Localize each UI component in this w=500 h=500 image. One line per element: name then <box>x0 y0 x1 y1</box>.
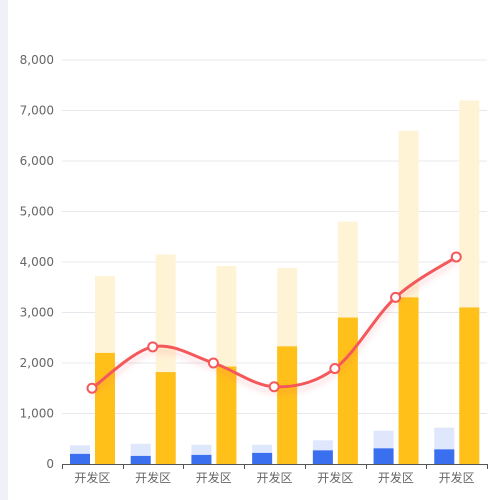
bar-blue <box>191 454 212 464</box>
bar-blue <box>70 453 90 464</box>
x-axis-ticks: 开发区 开发区 开发区 开发区 开发区 开发区 开发区 <box>74 470 474 485</box>
y-tick-label: 4,000 <box>20 255 54 269</box>
y-tick-label: 7,000 <box>20 104 54 118</box>
line-point <box>329 363 341 375</box>
x-tick-label: 开发区 <box>439 470 475 485</box>
y-tick-label: 0 <box>46 457 54 471</box>
line-point <box>390 291 402 303</box>
bar-yellow <box>337 317 358 464</box>
x-tick-label: 开发区 <box>74 470 110 485</box>
line-point <box>268 381 280 393</box>
line-point <box>86 382 98 394</box>
x-tick-label: 开发区 <box>196 470 232 485</box>
bar-yellow <box>398 297 419 464</box>
bar-blue <box>130 455 151 464</box>
line-point <box>147 341 159 353</box>
line-point <box>450 251 462 263</box>
bar-blue <box>312 450 333 464</box>
x-tick-label: 开发区 <box>378 470 414 485</box>
bar-yellow <box>95 352 115 464</box>
bar-blue <box>252 452 273 464</box>
line-series <box>86 251 462 394</box>
bar-yellow <box>155 372 176 464</box>
bars <box>70 100 480 465</box>
bar-blue <box>373 448 394 464</box>
x-tick-label: 开发区 <box>135 470 171 485</box>
y-axis-ticks: 0 1,000 2,000 3,000 4,000 5,000 6,000 7,000 8,00… <box>20 53 54 471</box>
y-tick-label: 2,000 <box>20 356 54 370</box>
left-rail <box>0 0 8 500</box>
y-tick-label: 8,000 <box>20 53 54 67</box>
x-axis <box>62 464 488 469</box>
x-tick-label: 开发区 <box>317 470 353 485</box>
y-tick-label: 5,000 <box>20 205 54 219</box>
x-tick-label: 开发区 <box>256 470 292 485</box>
bar-yellow <box>277 346 298 464</box>
y-tick-label: 1,000 <box>20 407 54 421</box>
line-point <box>207 357 219 369</box>
bar-yellow <box>216 366 237 464</box>
bar-blue <box>434 449 455 464</box>
y-tick-label: 3,000 <box>20 306 54 320</box>
bar-yellow <box>459 307 480 464</box>
y-tick-label: 6,000 <box>20 154 54 168</box>
